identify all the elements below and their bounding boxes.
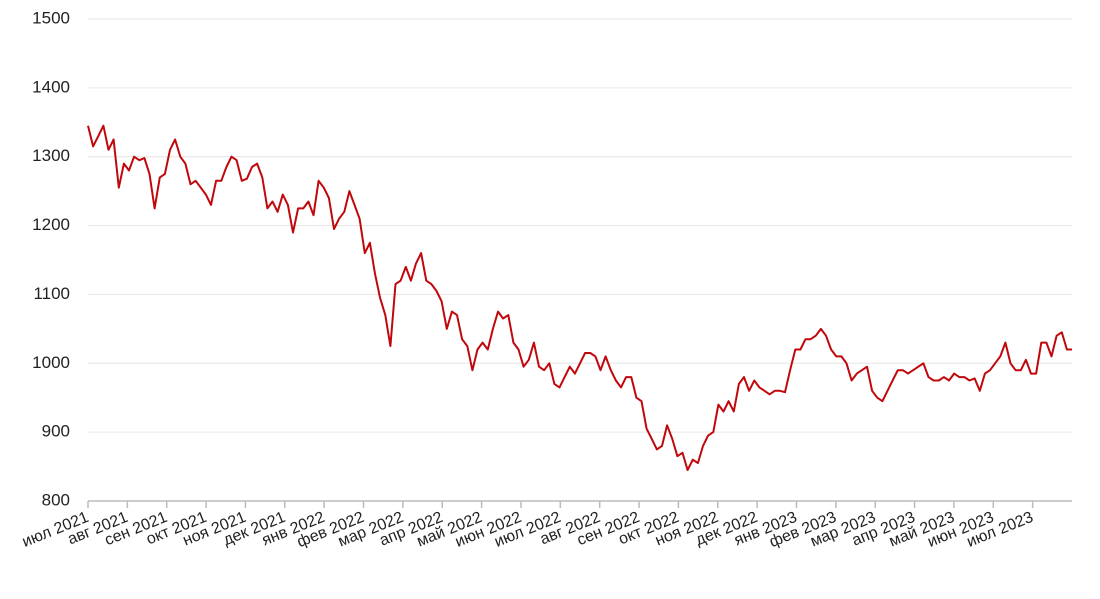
y-tick-label: 1300 — [32, 146, 70, 165]
y-tick-label: 1000 — [32, 353, 70, 372]
y-tick-label: 1500 — [32, 8, 70, 27]
y-tick-label: 1200 — [32, 215, 70, 234]
y-tick-label: 900 — [42, 422, 70, 441]
line — [87, 124, 1072, 471]
y-tick-label: 800 — [42, 490, 70, 509]
y-tick-label: 1400 — [32, 77, 70, 96]
y-tick-label: 1100 — [33, 284, 70, 303]
